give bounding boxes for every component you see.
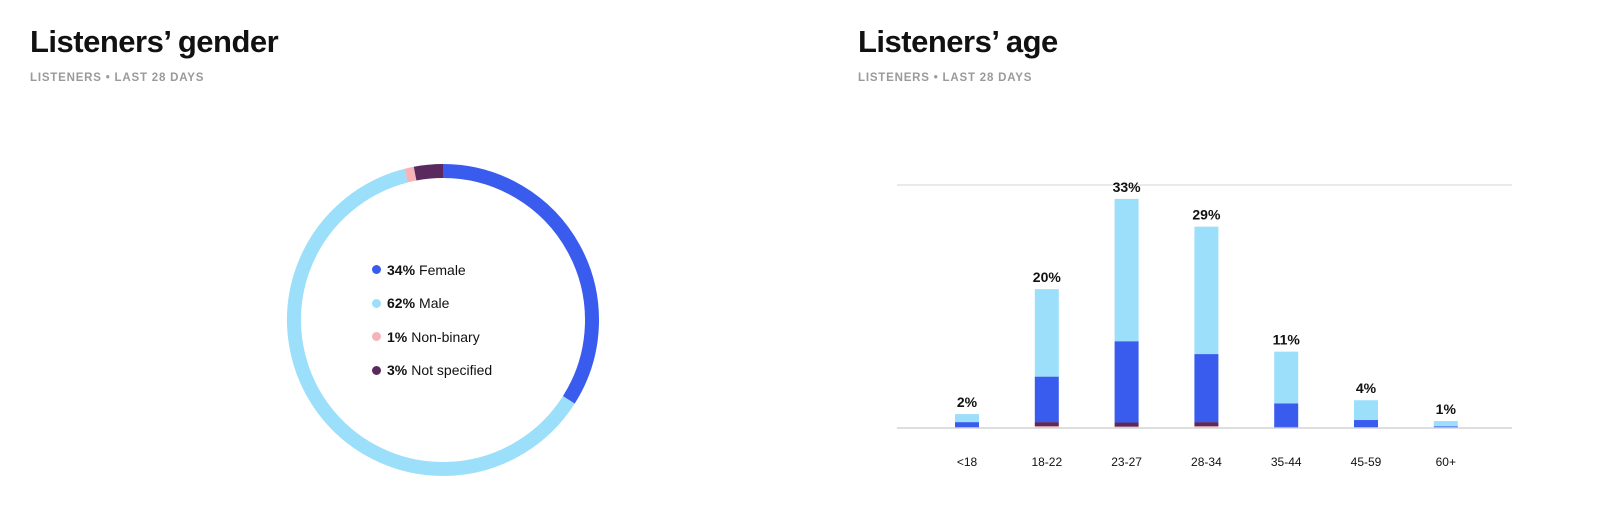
legend-item-not-specified: 3% Not specified (372, 354, 492, 388)
female-dot-icon (372, 265, 381, 275)
x-tick-label: 35-44 (1271, 455, 1302, 469)
bar-total-label: 1% (1436, 401, 1457, 417)
age-title: Listeners’ age (858, 24, 1058, 59)
donut-slice-female (442, 164, 599, 404)
gender-legend: 34% Female 62% Male 1% Non-binary 3% Not spe… (372, 253, 492, 387)
legend-item-female: 34% Female (372, 253, 492, 287)
legend-label: Non-binary (411, 328, 480, 345)
bar-total-label: 11% (1273, 332, 1301, 348)
male-dot-icon (372, 298, 381, 308)
bar-total-label: 2% (957, 394, 978, 410)
bar-segment-female (1433, 426, 1458, 428)
x-tick-label: 60+ (1436, 455, 1456, 469)
not-specified-dot-icon (372, 365, 381, 375)
legend-pct: 62% (387, 295, 416, 312)
bar-total-label: 29% (1192, 207, 1221, 223)
bar-total-label: 20% (1033, 269, 1062, 285)
non-binary-dot-icon (372, 332, 381, 342)
legend-label: Female (419, 261, 466, 278)
bar-segment-female (1274, 403, 1299, 427)
bar-segment-male (955, 414, 979, 423)
legend-pct: 34% (387, 261, 416, 278)
x-tick-label: 28-34 (1191, 455, 1222, 469)
donut-slice-non-binary (404, 166, 417, 183)
bar-segment-female (1114, 341, 1139, 423)
gender-subtitle: LISTENERS • LAST 28 DAYS (30, 72, 205, 84)
bar-segment-male (1034, 289, 1059, 377)
bar-segment-male (1274, 351, 1299, 404)
bar-segment-female (1354, 420, 1378, 428)
bar-segment-not-specified (1114, 422, 1139, 427)
legend-pct: 3% (387, 362, 408, 379)
legend-label: Not specified (411, 362, 493, 379)
x-tick-label: 23-27 (1111, 455, 1142, 469)
bar-segment-female (955, 422, 979, 428)
legend-item-male: 62% Male (372, 287, 492, 321)
x-tick-label: 45-59 (1351, 455, 1382, 469)
legend-item-non-binary: 1% Non-binary (372, 320, 492, 354)
bar-segment-female (1194, 354, 1219, 423)
legend-pct: 1% (387, 328, 408, 345)
x-tick-label: 18-22 (1031, 455, 1062, 469)
bar-segment-non-binary (1034, 426, 1059, 428)
gender-title: Listeners’ gender (30, 24, 279, 59)
bar-segment-male (1194, 226, 1219, 355)
bar-segment-female (1034, 376, 1059, 423)
bar-total-label: 33% (1113, 179, 1142, 195)
bar-segment-non-binary (1194, 426, 1219, 428)
legend-label: Male (419, 295, 450, 312)
age-subtitle: LISTENERS • LAST 28 DAYS (858, 72, 1033, 84)
bar-segment-not-specified (1194, 422, 1219, 427)
bar-total-label: 4% (1356, 380, 1377, 396)
donut-slice-not-specified (413, 164, 444, 181)
x-tick-label: <18 (957, 455, 978, 469)
bar-segment-not-specified (1034, 422, 1059, 427)
donut-slice-male (287, 168, 575, 476)
bar-segment-male (1114, 198, 1139, 342)
bar-segment-male (1354, 400, 1378, 421)
bar-segment-male (1433, 421, 1458, 427)
